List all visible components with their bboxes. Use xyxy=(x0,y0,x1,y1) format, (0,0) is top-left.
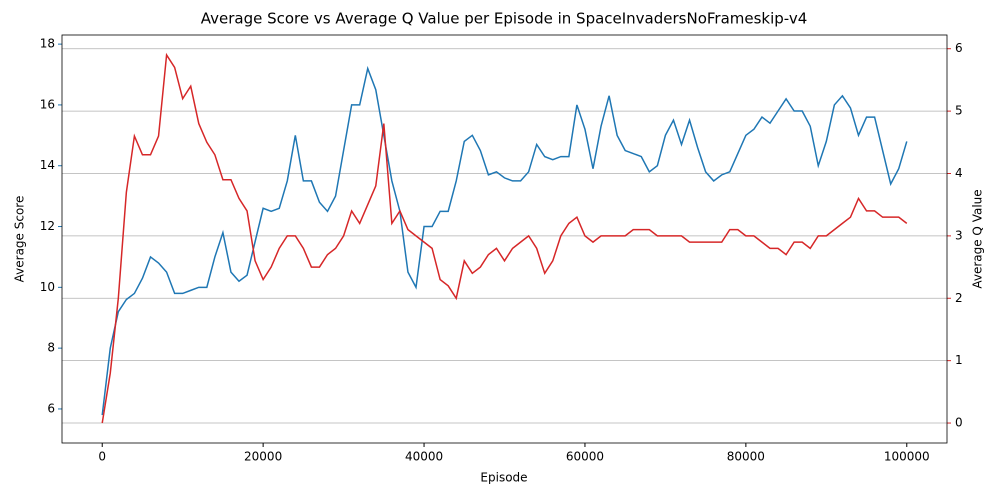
y2-tick-label: 2 xyxy=(955,291,963,305)
y-tick-label: 14 xyxy=(40,158,55,172)
x-tick-label: 100000 xyxy=(884,450,930,464)
y-tick-label: 10 xyxy=(40,280,55,294)
y2-tick-label: 1 xyxy=(955,353,963,367)
y2-axis-label: Average Q Value xyxy=(971,189,985,288)
y2-tick-label: 3 xyxy=(955,228,963,242)
x-tick-label: 80000 xyxy=(727,450,765,464)
x-tick-label: 40000 xyxy=(405,450,443,464)
y2-tick-label: 5 xyxy=(955,104,963,118)
x-tick-label: 60000 xyxy=(566,450,604,464)
y-tick-label: 8 xyxy=(47,341,55,355)
x-tick-label: 0 xyxy=(98,450,106,464)
plot-frame xyxy=(61,34,948,444)
y-tick-label: 12 xyxy=(40,219,55,233)
y-tick-label: 16 xyxy=(40,97,55,111)
y-tick-label: 18 xyxy=(40,37,55,51)
y2-tick-label: 4 xyxy=(955,166,963,180)
series-line xyxy=(101,52,908,424)
y2-tick-label: 6 xyxy=(955,41,963,55)
series-line xyxy=(101,65,908,416)
chart-title: Average Score vs Average Q Value per Epi… xyxy=(201,10,808,28)
x-axis-label: Episode xyxy=(480,471,527,485)
y-tick-label: 6 xyxy=(47,401,55,415)
y-axis-label: Average Score xyxy=(13,196,27,283)
x-tick-label: 20000 xyxy=(244,450,282,464)
y2-tick-label: 0 xyxy=(955,416,963,430)
